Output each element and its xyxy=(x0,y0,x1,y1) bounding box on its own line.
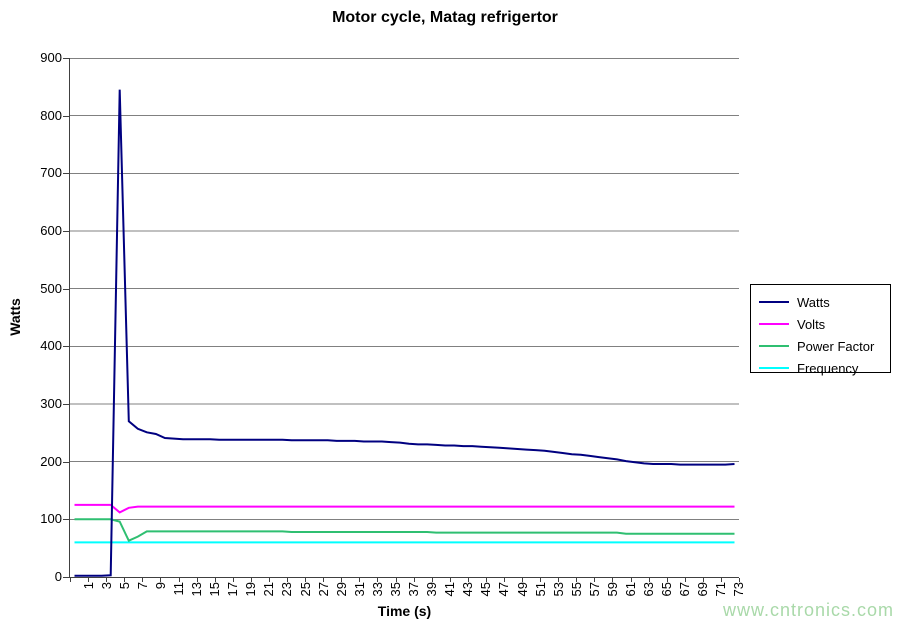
chart-title: Motor cycle, Matag refrigertor xyxy=(332,9,558,26)
y-tick-label: 200 xyxy=(40,453,62,469)
x-tick-mark xyxy=(413,578,415,582)
x-tick-mark xyxy=(341,578,343,582)
y-axis-line xyxy=(69,58,70,578)
y-tick-label: 500 xyxy=(40,280,62,296)
x-tick-mark xyxy=(503,578,505,582)
x-tick-mark xyxy=(323,578,325,582)
legend-line-sample xyxy=(759,367,789,369)
y-tick-mark xyxy=(63,115,70,117)
x-tick-mark xyxy=(305,578,307,582)
x-tick-mark xyxy=(449,578,451,582)
x-tick-mark xyxy=(431,578,433,582)
x-tick-mark xyxy=(377,578,379,582)
x-tick-mark xyxy=(612,578,614,582)
y-tick-label: 900 xyxy=(40,50,62,65)
legend-item-frequency: Frequency xyxy=(751,357,890,379)
legend: Watts Volts Power Factor Frequency xyxy=(750,284,891,376)
x-tick-mark xyxy=(250,578,252,582)
y-tick-mark xyxy=(63,519,70,521)
x-tick-mark xyxy=(196,578,198,582)
y-tick-label: 700 xyxy=(40,165,62,181)
x-tick-mark xyxy=(142,578,144,582)
x-tick-mark xyxy=(648,578,650,582)
x-tick-mark xyxy=(268,578,270,582)
y-tick-mark xyxy=(63,577,70,578)
y-tick-mark xyxy=(63,288,70,290)
x-tick-mark xyxy=(485,578,487,582)
y-tick-mark xyxy=(63,461,70,463)
y-tick-label: 300 xyxy=(40,396,62,411)
x-tick-mark xyxy=(594,578,596,582)
watermark: www.cntronics.com xyxy=(722,600,894,620)
x-tick-mark xyxy=(558,578,560,582)
y-tick-label: 100 xyxy=(40,511,62,527)
x-tick-mark xyxy=(124,578,126,582)
y-tick-label: 400 xyxy=(40,338,62,354)
legend-line-sample xyxy=(759,301,789,303)
x-tick-mark xyxy=(160,578,162,582)
x-tick-mark xyxy=(576,578,578,582)
legend-item-watts: Watts xyxy=(751,291,890,313)
y-tick-mark xyxy=(63,173,70,175)
x-tick-mark xyxy=(684,578,686,582)
y-tick-mark xyxy=(63,58,70,59)
plot-area xyxy=(70,58,739,577)
x-axis-line xyxy=(64,577,739,578)
x-tick-mark xyxy=(666,578,668,582)
x-tick-mark xyxy=(540,578,542,582)
y-tick-mark xyxy=(63,346,70,348)
series-line-watts xyxy=(74,89,735,577)
x-tick-mark xyxy=(106,578,108,582)
x-tick-mark xyxy=(214,578,216,582)
y-tick-mark xyxy=(63,404,70,405)
x-tick-mark xyxy=(395,578,397,582)
x-tick-mark xyxy=(702,578,704,582)
series-line-volts xyxy=(74,503,735,514)
x-tick-mark xyxy=(630,578,632,582)
legend-line-sample xyxy=(759,323,789,325)
y-tick-mark xyxy=(63,231,70,232)
x-tick-mark xyxy=(522,578,523,582)
legend-label: Watts xyxy=(797,294,830,310)
x-tick-mark xyxy=(720,578,722,582)
x-tick-mark xyxy=(70,578,71,582)
legend-label: Frequency xyxy=(797,360,859,376)
y-tick-label: 800 xyxy=(40,107,62,123)
legend-item-volts: Volts xyxy=(751,313,890,335)
y-tick-label: 600 xyxy=(40,223,62,238)
x-tick-mark xyxy=(88,578,90,582)
x-tick-mark xyxy=(359,578,361,582)
series-line-power-factor xyxy=(74,518,735,543)
legend-label: Power Factor xyxy=(797,338,875,354)
x-axis-title: Time (s) xyxy=(377,603,432,619)
legend-label: Volts xyxy=(797,316,826,332)
x-tick-mark xyxy=(739,578,740,582)
y-axis-title: Watts xyxy=(7,298,23,336)
x-tick-mark xyxy=(287,578,288,582)
x-tick-mark xyxy=(467,578,469,582)
legend-item-power-factor: Power Factor xyxy=(751,335,890,357)
x-tick-mark xyxy=(232,578,234,582)
x-tick-mark xyxy=(178,578,180,582)
y-tick-label: 0 xyxy=(54,569,62,584)
legend-line-sample xyxy=(759,345,789,347)
